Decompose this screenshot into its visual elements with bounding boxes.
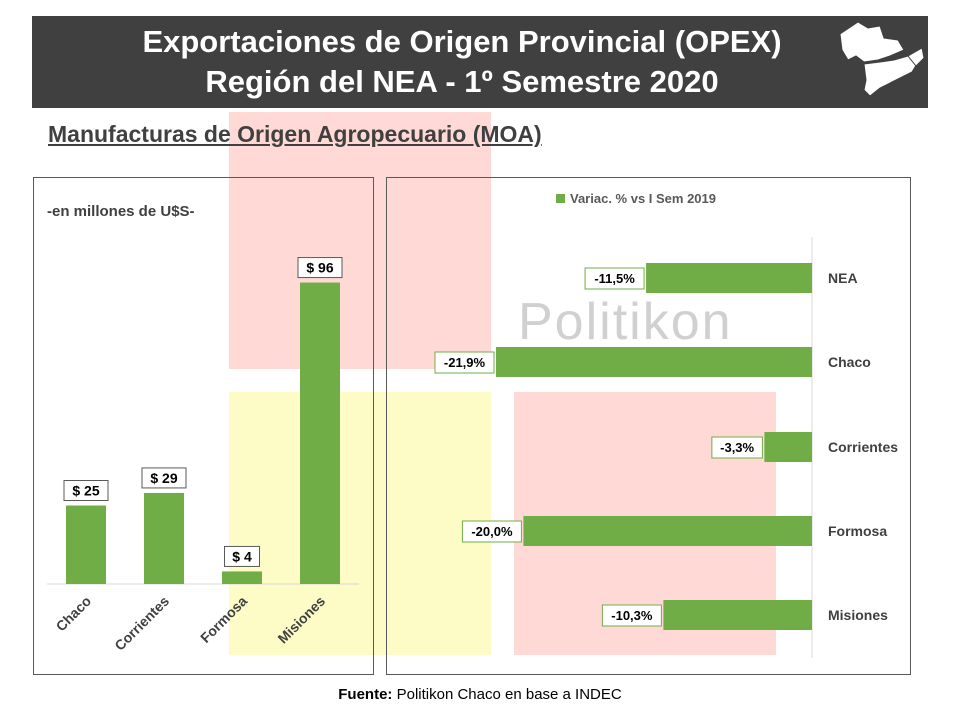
data-label-box xyxy=(141,467,187,489)
data-label-box xyxy=(434,351,495,374)
title-line-2: Región del NEA - 1º Semestre 2020 xyxy=(205,64,719,99)
watermark-text: Politikon xyxy=(518,293,733,351)
category-label: NEA xyxy=(828,270,858,286)
legend-swatch xyxy=(556,194,565,203)
background-block-red-top xyxy=(229,112,491,369)
chart-legend: Variac. % vs I Sem 2019 xyxy=(556,191,716,206)
background-block-yellow xyxy=(229,392,491,655)
category-label: Chaco xyxy=(828,354,871,370)
data-label-box xyxy=(297,257,343,279)
bar-corrientes xyxy=(144,492,184,584)
data-label: -21,9% xyxy=(444,355,486,370)
right-chart-panel xyxy=(386,177,911,675)
title-line-1: Exportaciones de Origen Provincial (OPEX… xyxy=(142,24,782,59)
data-label: $ 29 xyxy=(150,470,177,486)
data-label: -3,3% xyxy=(720,440,754,455)
data-label: $ 4 xyxy=(232,548,252,564)
category-label: Formosa xyxy=(197,593,250,646)
category-label: Misiones xyxy=(828,607,888,623)
category-label: Misiones xyxy=(274,593,328,647)
legend-label: Variac. % vs I Sem 2019 xyxy=(570,191,716,206)
data-label: $ 25 xyxy=(72,483,99,499)
data-label-box xyxy=(584,267,645,290)
source-label: Fuente: xyxy=(338,686,393,703)
data-label: -11,5% xyxy=(594,271,635,286)
source-text: Politikon Chaco en base a INDEC xyxy=(396,686,622,703)
left-chart-panel xyxy=(33,177,374,675)
data-label-box xyxy=(224,545,260,567)
bar-misiones xyxy=(663,600,812,630)
data-label-box xyxy=(601,604,662,627)
bar-misiones xyxy=(300,282,340,584)
category-label: Formosa xyxy=(828,523,887,539)
bar-chaco xyxy=(496,347,812,377)
category-label: Corrientes xyxy=(111,593,172,654)
bar-formosa xyxy=(523,516,812,546)
category-label: Corrientes xyxy=(828,439,898,455)
source-note: Fuente: Politikon Chaco en base a INDEC xyxy=(0,686,960,703)
data-label-box xyxy=(63,480,109,501)
category-label: Chaco xyxy=(53,593,95,635)
data-label: -20,0% xyxy=(471,524,513,539)
data-label: -10,3% xyxy=(611,608,653,623)
data-label-box xyxy=(461,520,522,543)
section-subtitle: Manufacturas de Origen Agropecuario (MOA… xyxy=(48,121,542,147)
header-banner: Exportaciones de Origen Provincial (OPEX… xyxy=(32,16,928,108)
nea-map-icon xyxy=(839,21,925,97)
chart-unit-label: -en millones de U$S- xyxy=(47,203,195,220)
bar-corrientes xyxy=(764,432,812,462)
bar-formosa xyxy=(222,571,262,584)
data-label: $ 96 xyxy=(306,260,333,276)
data-label-box xyxy=(711,436,763,459)
bar-chaco xyxy=(66,505,106,584)
bar-nea xyxy=(646,263,812,293)
